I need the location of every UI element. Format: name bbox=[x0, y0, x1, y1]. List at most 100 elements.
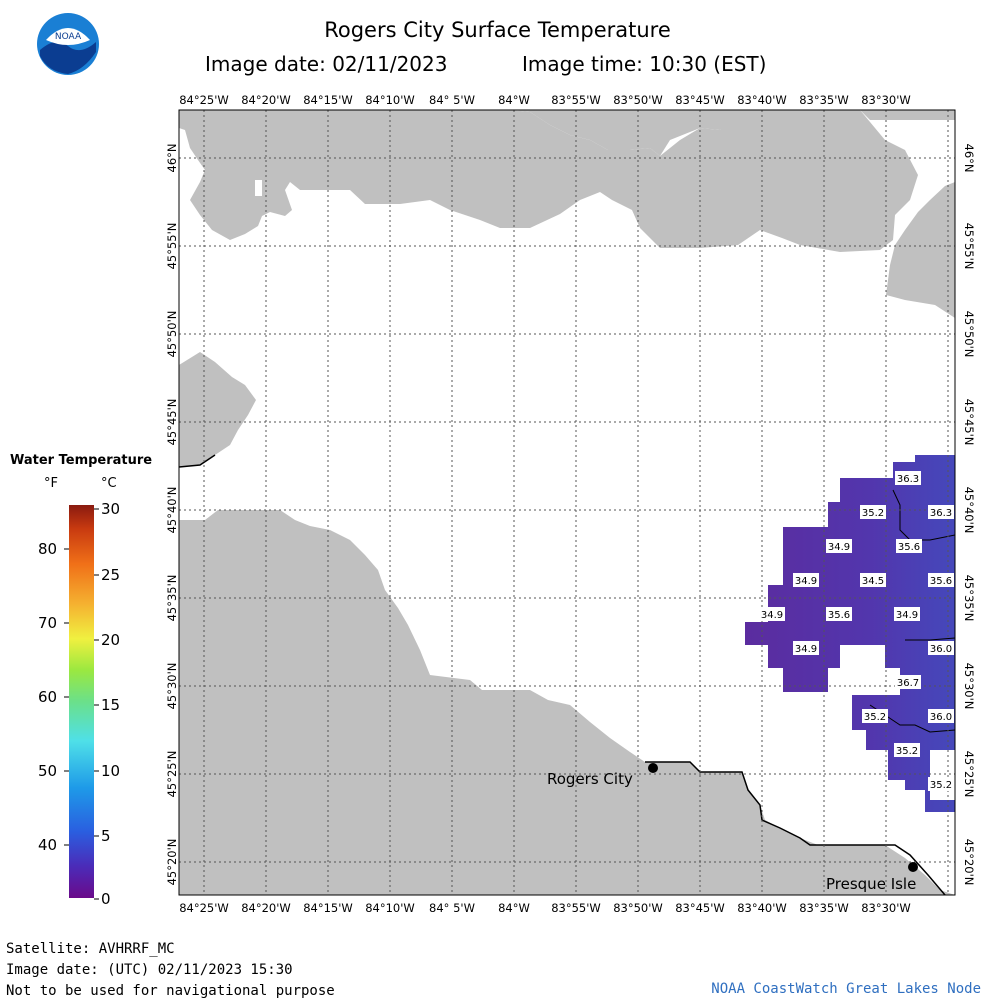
temp-label-text: 36.0 bbox=[930, 644, 952, 655]
legend-f-tick: 70 bbox=[38, 614, 57, 632]
lat-label-right: 45°20'N bbox=[962, 839, 976, 886]
lon-label-bottom: 83°30'W bbox=[861, 901, 911, 915]
temp-label: 35.2 bbox=[862, 709, 888, 723]
lon-label-bottom: 84°15'W bbox=[303, 901, 353, 915]
lon-label-bottom: 83°45'W bbox=[675, 901, 725, 915]
legend-f-tick: 50 bbox=[38, 762, 57, 780]
lat-label-left: 45°25'N bbox=[165, 751, 179, 798]
temp-label: 35.2 bbox=[894, 743, 920, 757]
legend-title: Water Temperature bbox=[10, 453, 153, 468]
lon-label-top: 83°35'W bbox=[799, 93, 849, 107]
lat-label-left: 46°N bbox=[165, 144, 179, 173]
temp-label: 35.6 bbox=[928, 573, 954, 587]
lat-label-right: 45°35'N bbox=[962, 575, 976, 622]
lon-label-top: 83°50'W bbox=[613, 93, 663, 107]
lat-label-right: 45°30'N bbox=[962, 663, 976, 710]
legend-unit-c: °C bbox=[101, 476, 117, 491]
legend-c-tick: 5 bbox=[101, 827, 111, 845]
lon-label-bottom: 83°35'W bbox=[799, 901, 849, 915]
temp-label: 36.7 bbox=[895, 675, 921, 689]
temp-label: 34.9 bbox=[793, 641, 819, 655]
lon-label-top: 83°40'W bbox=[737, 93, 787, 107]
rogers-city-marker bbox=[648, 763, 658, 773]
lon-label-top: 84°10'W bbox=[365, 93, 415, 107]
logo-text: NOAA bbox=[55, 32, 82, 42]
temp-label: 35.2 bbox=[860, 505, 886, 519]
lon-label-bottom: 83°55'W bbox=[551, 901, 601, 915]
legend-c-tick: 30 bbox=[101, 500, 120, 518]
temp-label: 36.3 bbox=[928, 505, 954, 519]
lon-label-top: 83°55'W bbox=[551, 93, 601, 107]
temp-label: 34.9 bbox=[759, 607, 785, 621]
rogers-city-label: Rogers City bbox=[547, 770, 633, 788]
lat-label-left: 45°20'N bbox=[165, 839, 179, 886]
legend-f-tick: 80 bbox=[38, 540, 57, 558]
lat-label-left: 45°55'N bbox=[165, 223, 179, 270]
temp-label-text: 35.6 bbox=[898, 542, 920, 553]
temp-label: 36.0 bbox=[928, 641, 954, 655]
legend-f-tick: 60 bbox=[38, 688, 57, 706]
west-point bbox=[179, 352, 256, 467]
temp-label-text: 34.9 bbox=[828, 542, 850, 553]
lon-label-bottom: 84°W bbox=[498, 901, 530, 915]
legend-f-tick: 40 bbox=[38, 836, 57, 854]
legend-colorbar: 80 70 60 50 40 30 25 20 15 10 5 0 bbox=[38, 500, 120, 908]
lon-label-bottom: 83°40'W bbox=[737, 901, 787, 915]
lat-label-right: 45°25'N bbox=[962, 751, 976, 798]
footer-satellite: Satellite: AVHRRF_MC bbox=[6, 941, 175, 957]
lon-label-bottom: 84°10'W bbox=[365, 901, 415, 915]
temp-label-text: 35.2 bbox=[864, 712, 886, 723]
lat-label-left: 45°30'N bbox=[165, 663, 179, 710]
temp-label-text: 34.9 bbox=[896, 610, 918, 621]
lat-label-left: 45°45'N bbox=[165, 399, 179, 446]
lon-label-top: 84°20'W bbox=[241, 93, 291, 107]
lat-label-left: 45°50'N bbox=[165, 311, 179, 358]
lon-label-top: 83°45'W bbox=[675, 93, 725, 107]
lon-label-top: 83°30'W bbox=[861, 93, 911, 107]
lat-label-right: 45°50'N bbox=[962, 311, 976, 358]
legend-c-tick: 10 bbox=[101, 762, 120, 780]
east-island bbox=[886, 182, 955, 318]
page-title: Rogers City Surface Temperature bbox=[324, 18, 671, 42]
lat-label-right: 45°40'N bbox=[962, 487, 976, 534]
lat-label-left: 45°35'N bbox=[165, 575, 179, 622]
temp-label-text: 36.3 bbox=[930, 508, 952, 519]
temp-label: 35.6 bbox=[826, 607, 852, 621]
temp-label-text: 35.2 bbox=[862, 508, 884, 519]
temp-label: 34.9 bbox=[894, 607, 920, 621]
temp-label: 36.0 bbox=[928, 709, 954, 723]
temp-label: 36.3 bbox=[895, 471, 921, 485]
lat-label-right: 45°45'N bbox=[962, 399, 976, 446]
north-land bbox=[179, 110, 955, 156]
south-land bbox=[179, 510, 955, 895]
temp-label-text: 34.9 bbox=[795, 644, 817, 655]
legend-c-tick: 20 bbox=[101, 631, 120, 649]
lon-label-bottom: 83°50'W bbox=[613, 901, 663, 915]
temperature-labels: 36.3 35.2 36.3 34.9 35.6 34.9 34.5 35.6 … bbox=[759, 471, 954, 791]
footer-credit: NOAA CoastWatch Great Lakes Node bbox=[711, 981, 981, 997]
lon-label-top: 84° 5'W bbox=[429, 93, 475, 107]
temp-label-text: 35.6 bbox=[828, 610, 850, 621]
temp-label-text: 35.6 bbox=[930, 576, 952, 587]
temp-label: 34.5 bbox=[860, 573, 886, 587]
lon-label-bottom: 84°20'W bbox=[241, 901, 291, 915]
temp-label-text: 35.2 bbox=[896, 746, 918, 757]
footer-disclaimer: Not to be used for navigational purpose bbox=[6, 983, 335, 999]
temp-label: 34.9 bbox=[826, 539, 852, 553]
presque-isle-marker bbox=[908, 862, 918, 872]
temp-label: 34.9 bbox=[793, 573, 819, 587]
legend-c-tick: 0 bbox=[101, 890, 111, 908]
lon-label-top: 84°25'W bbox=[179, 93, 229, 107]
temp-label-text: 34.9 bbox=[761, 610, 783, 621]
lat-label-left: 45°40'N bbox=[165, 487, 179, 534]
north-land-2 bbox=[179, 110, 918, 252]
image-date: Image date: 02/11/2023 bbox=[205, 52, 448, 76]
presque-isle-label: Presque Isle bbox=[826, 875, 916, 893]
image-time: Image time: 10:30 (EST) bbox=[522, 52, 767, 76]
lon-label-bottom: 84°25'W bbox=[179, 901, 229, 915]
temp-label-text: 34.9 bbox=[795, 576, 817, 587]
legend-unit-f: °F bbox=[44, 476, 58, 491]
temp-label: 35.6 bbox=[896, 539, 922, 553]
temp-label-text: 36.0 bbox=[930, 712, 952, 723]
